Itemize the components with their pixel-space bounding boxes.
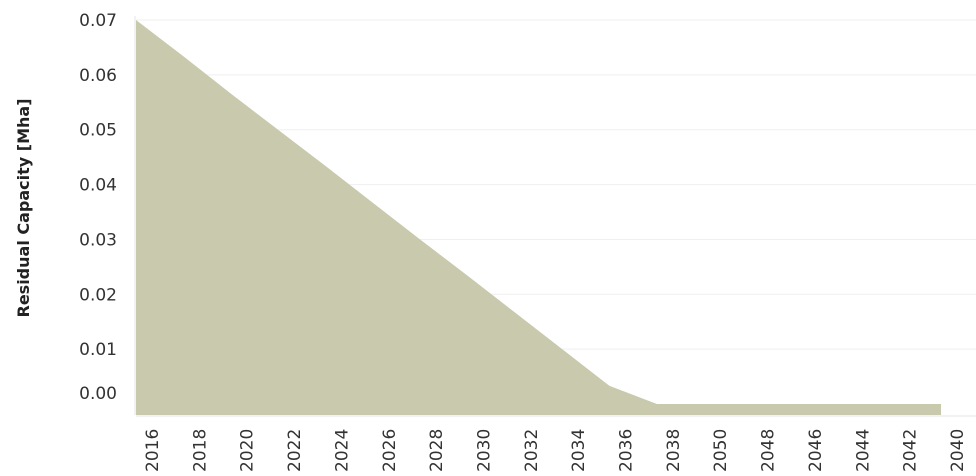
- x-tick-label: 2030: [474, 429, 494, 472]
- y-tick-label: 0.06: [79, 66, 117, 86]
- y-tick-label: 0.03: [79, 230, 117, 250]
- y-axis-title: Residual Capacity [Mha]: [14, 98, 33, 317]
- y-axis: 0.07 0.06 0.05 0.04 0.03 0.02 0.01 0.00: [79, 11, 976, 417]
- x-tick-label: 2018: [190, 429, 210, 472]
- x-tick-label: 2032: [522, 429, 542, 472]
- x-tick-label: 2048: [759, 429, 779, 472]
- y-tick-label: 0.05: [79, 121, 117, 141]
- y-tick-label: 0.00: [79, 384, 117, 404]
- y-tick-label: 0.07: [79, 11, 117, 31]
- x-tick-label: 2036: [617, 429, 637, 472]
- x-tick-label: 2042: [901, 429, 921, 472]
- x-tick-label: 2028: [427, 429, 447, 472]
- x-tick-label: 2024: [332, 429, 352, 472]
- x-axis: 2016 2018 2020 2022 2024 2026 2028 2030 2032 2034…: [143, 429, 968, 472]
- y-tick-label: 0.02: [79, 285, 117, 305]
- x-tick-label: 2026: [380, 429, 400, 472]
- y-tick-label: 0.01: [79, 340, 117, 360]
- x-tick-label: 2022: [285, 429, 305, 472]
- x-tick-label: 2050: [711, 429, 731, 472]
- area-fill: [136, 20, 941, 415]
- x-tick-label: 2038: [664, 429, 684, 472]
- x-tick-label: 2020: [238, 429, 258, 472]
- x-tick-label: 2044: [853, 429, 873, 472]
- x-tick-label: 2016: [143, 429, 163, 472]
- x-tick-label: 2040: [948, 429, 968, 472]
- area-series: [136, 20, 941, 415]
- x-tick-label: 2034: [569, 429, 589, 472]
- y-tick-label: 0.04: [79, 176, 117, 196]
- x-tick-label: 2046: [806, 429, 826, 472]
